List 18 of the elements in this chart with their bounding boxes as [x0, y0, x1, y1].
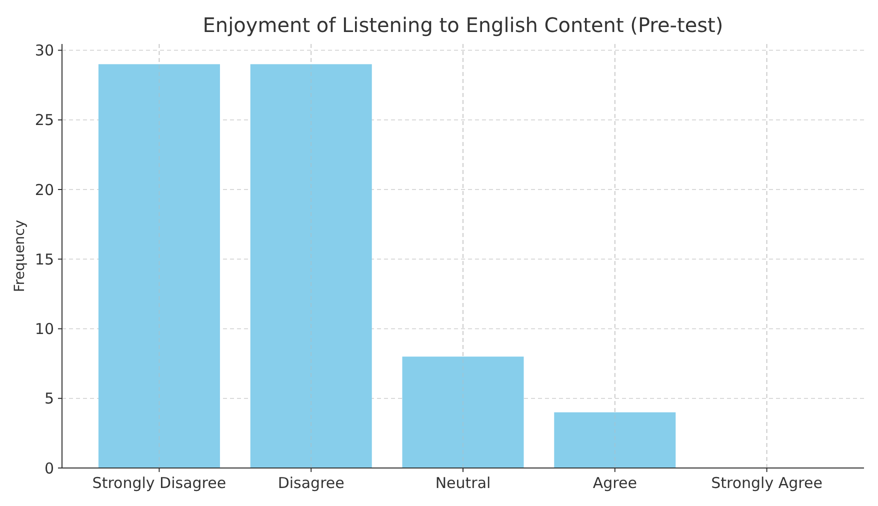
y-tick-label: 10	[34, 320, 54, 338]
bar	[402, 356, 524, 468]
x-tick-label: Strongly Disagree	[92, 474, 226, 492]
bar	[554, 412, 676, 468]
bar	[98, 64, 220, 468]
y-tick-label: 25	[34, 111, 54, 130]
y-axis-title: Frequency	[12, 220, 28, 292]
y-tick-label: 30	[34, 42, 54, 60]
chart-title: Enjoyment of Listening to English Content (Pre-test)	[202, 13, 724, 37]
bar	[250, 64, 372, 468]
y-tick-label: 0	[44, 459, 54, 478]
x-tick-label: Strongly Agree	[711, 474, 822, 492]
x-tick-label: Neutral	[435, 474, 491, 492]
y-tick-label: 5	[44, 390, 54, 408]
x-tick-label: Disagree	[278, 474, 344, 492]
y-tick-label: 15	[34, 250, 54, 268]
y-tick-label: 20	[34, 180, 54, 199]
x-tick-label: Agree	[592, 474, 637, 492]
